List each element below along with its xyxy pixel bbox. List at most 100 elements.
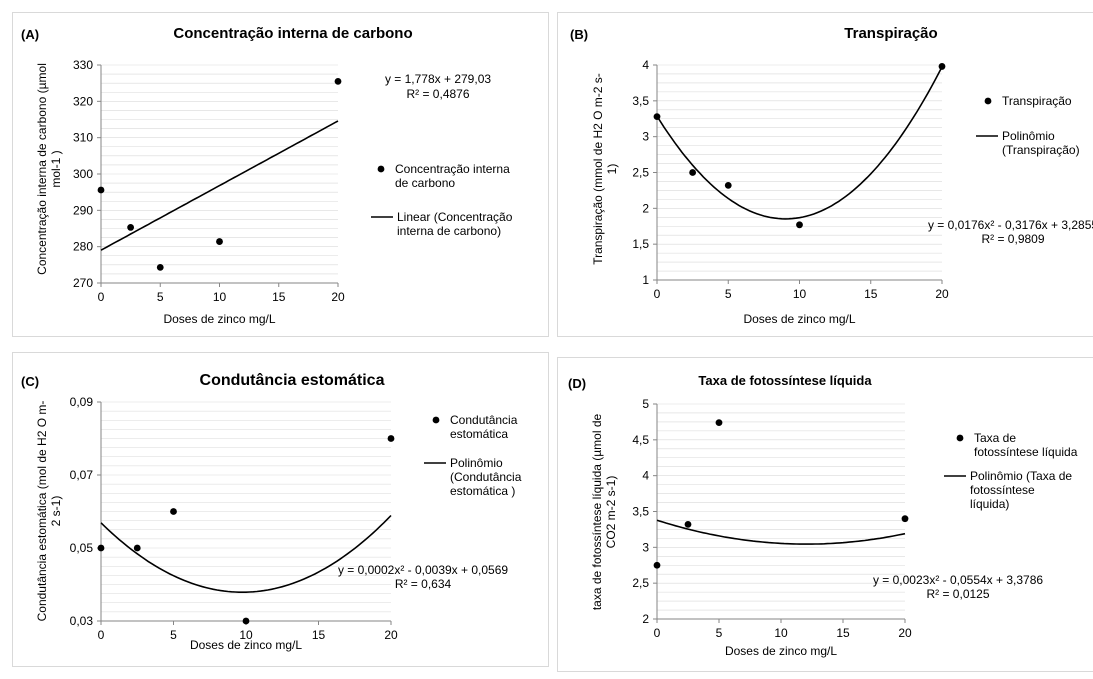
data-point xyxy=(216,238,223,245)
x-tick-label: 0 xyxy=(654,287,661,301)
legend-marker-points xyxy=(433,417,440,424)
chart-title: Condutância estomática xyxy=(200,372,385,389)
data-point xyxy=(796,221,803,228)
y-tick-label: 300 xyxy=(73,167,93,181)
legend-label-points: Concentração interna de carbono xyxy=(395,162,510,190)
y-tick-label: 330 xyxy=(73,58,93,72)
y-tick-label: 2,5 xyxy=(632,166,649,180)
x-axis-label: Doses de zinco mg/L xyxy=(190,638,302,652)
gridlines xyxy=(101,402,391,621)
x-tick-label: 20 xyxy=(331,290,345,304)
y-tick-label: 2,5 xyxy=(632,576,649,590)
y-axis-label: Transpiração (mmol de H2 O m-2 s-1) xyxy=(591,73,619,265)
y-tick-label: 3,5 xyxy=(632,94,649,108)
y-tick-label: 4 xyxy=(642,58,649,72)
y-tick-label: 3,5 xyxy=(632,505,649,519)
y-tick-label: 0,07 xyxy=(70,468,94,482)
chart-title: Concentração interna de carbono xyxy=(173,25,412,42)
x-tick-label: 20 xyxy=(935,287,949,301)
data-point xyxy=(134,545,141,552)
x-tick-label: 10 xyxy=(213,290,227,304)
data-point xyxy=(157,264,164,271)
data-point xyxy=(243,618,250,625)
trendline xyxy=(101,516,391,593)
y-axis-label: Condutância estomática (mol de H2 O m-2 … xyxy=(35,401,63,622)
y-tick-label: 1,5 xyxy=(632,237,649,251)
x-tick-label: 20 xyxy=(898,626,912,640)
x-tick-label: 0 xyxy=(98,290,105,304)
chart-title: Taxa de fotossíntese líquida xyxy=(698,373,872,388)
data-point xyxy=(98,187,105,194)
y-tick-label: 310 xyxy=(73,131,93,145)
y-tick-label: 2 xyxy=(642,201,649,215)
x-tick-label: 0 xyxy=(98,628,105,642)
x-axis-label: Doses de zinco mg/L xyxy=(163,312,275,326)
legend-label-trendline: Linear (Concentração interna de carbono) xyxy=(397,210,513,238)
y-tick-label: 3 xyxy=(642,540,649,554)
x-tick-label: 10 xyxy=(793,287,807,301)
data-point xyxy=(689,169,696,176)
legend-label-trendline: Polinômio (Taxa de fotossíntese líquida) xyxy=(970,469,1072,511)
chart-svg-b: (B) Transpiração 1 1,5 2 2,5 3 3,5 4 0 5 10 15 20 Dose… xyxy=(558,13,1093,338)
y-tick-label: 0,05 xyxy=(70,541,94,555)
y-tick-label: 4 xyxy=(642,469,649,483)
x-axis-label: Doses de zinco mg/L xyxy=(743,312,855,326)
legend-label-points: Condutância estomática xyxy=(450,413,518,441)
trend-r2: R² = 0,0125 xyxy=(926,587,989,601)
trend-equation: y = 1,778x + 279,03 xyxy=(385,72,491,86)
data-point xyxy=(654,562,661,569)
y-tick-label: 290 xyxy=(73,203,93,217)
x-tick-label: 15 xyxy=(272,290,286,304)
chart-svg-d: (D) Taxa de fotossíntese líquida 2 2,5 3 3,5 4… xyxy=(558,358,1093,673)
y-tick-label: 320 xyxy=(73,94,93,108)
legend-marker-points xyxy=(985,98,992,105)
panel-label: (A) xyxy=(21,27,39,42)
trend-equation: y = 0,0176x² - 0,3176x + 3,2855 xyxy=(928,218,1093,232)
data-point xyxy=(902,515,909,522)
trendline xyxy=(657,67,942,219)
x-tick-label: 0 xyxy=(654,626,661,640)
y-axis-label: Concentração interna de carbono (µmolmol… xyxy=(35,63,63,275)
y-tick-label: 1 xyxy=(642,273,649,287)
data-point xyxy=(127,224,134,231)
legend-label-points: Taxa de fotossíntese líquida xyxy=(974,431,1078,459)
trendline xyxy=(657,520,905,544)
y-tick-label: 5 xyxy=(642,397,649,411)
chart-panel-a: (A) Concentração interna de carbono 270 280… xyxy=(12,12,549,337)
x-tick-label: 5 xyxy=(157,290,164,304)
data-point xyxy=(170,508,177,515)
trendline xyxy=(101,121,338,250)
data-point xyxy=(388,435,395,442)
panel-label: (C) xyxy=(21,374,39,389)
x-tick-label: 5 xyxy=(725,287,732,301)
x-tick-label: 5 xyxy=(170,628,177,642)
legend-label-trendline: Polinômio (Transpiração) xyxy=(1002,129,1080,157)
data-point xyxy=(716,419,723,426)
chart-panel-d: (D) Taxa de fotossíntese líquida 2 2,5 3 3,5 4… xyxy=(557,357,1093,672)
x-tick-label: 15 xyxy=(836,626,850,640)
legend-marker-points xyxy=(957,435,964,442)
x-tick-label: 10 xyxy=(774,626,788,640)
legend-label-points: Transpiração xyxy=(1002,94,1072,108)
y-axis-label: taxa de fotossíntese líquida (µmol deCO2… xyxy=(590,413,618,610)
trend-equation: y = 0,0002x² - 0,0039x + 0,0569 xyxy=(338,563,508,577)
data-point xyxy=(98,545,105,552)
chart-panel-b: (B) Transpiração 1 1,5 2 2,5 3 3,5 4 0 5 10 15 20 Dose… xyxy=(557,12,1093,337)
trend-r2: R² = 0,9809 xyxy=(981,232,1044,246)
data-point xyxy=(685,521,692,528)
trend-equation: y = 0,0023x² - 0,0554x + 3,3786 xyxy=(873,573,1043,587)
gridlines xyxy=(101,65,338,283)
data-point xyxy=(335,78,342,85)
panel-label: (B) xyxy=(570,27,588,42)
y-tick-label: 2 xyxy=(642,612,649,626)
x-axis-label: Doses de zinco mg/L xyxy=(725,644,837,658)
x-tick-label: 20 xyxy=(384,628,398,642)
gridlines xyxy=(657,404,905,619)
trend-r2: R² = 0,634 xyxy=(395,577,452,591)
panel-label: (D) xyxy=(568,376,586,391)
x-tick-label: 15 xyxy=(864,287,878,301)
x-tick-label: 15 xyxy=(312,628,326,642)
legend-marker-points xyxy=(378,166,385,173)
y-tick-label: 0,03 xyxy=(70,614,94,628)
trend-r2: R² = 0,4876 xyxy=(406,87,469,101)
